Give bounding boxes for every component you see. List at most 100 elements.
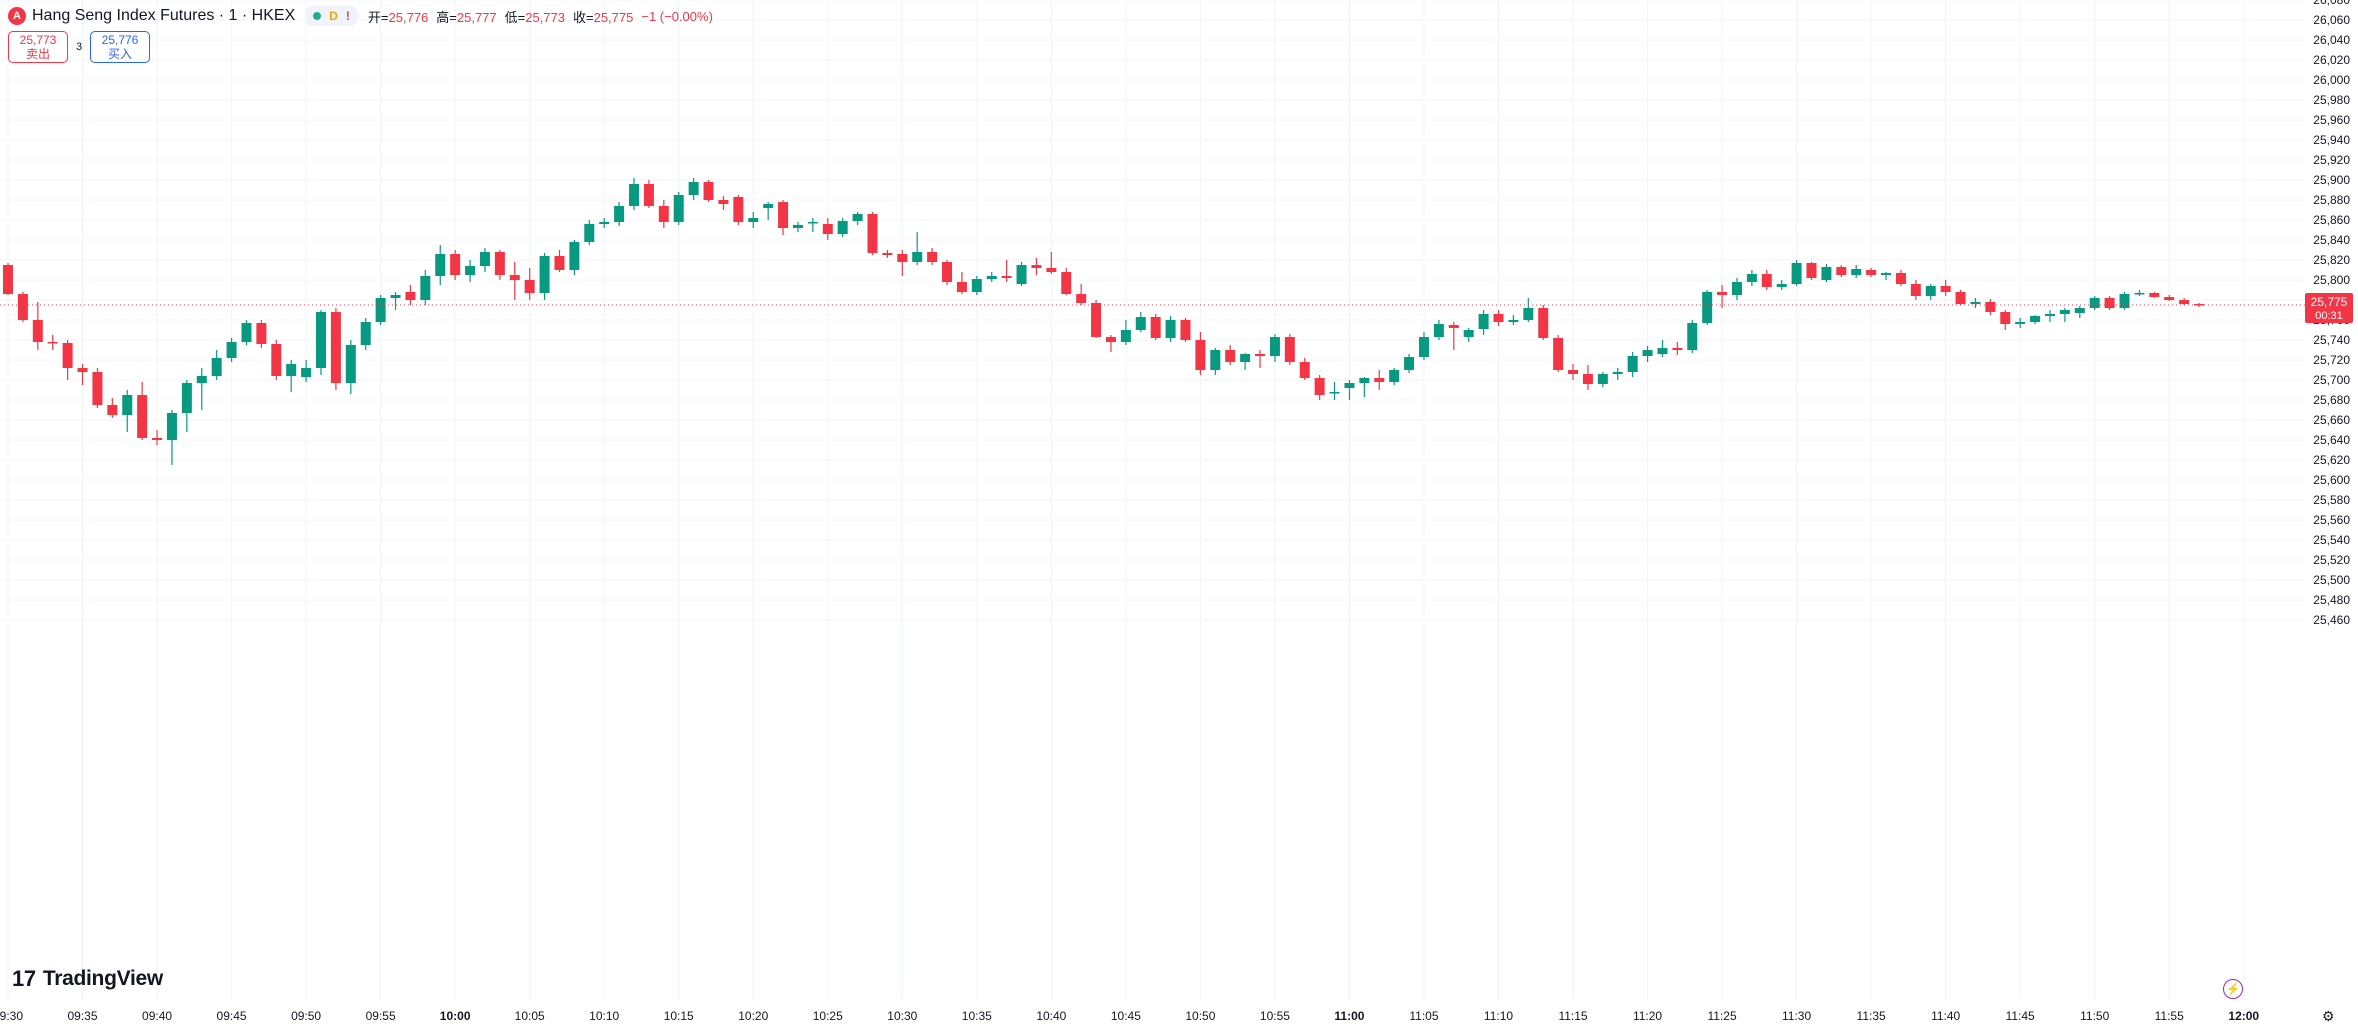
price-tick-label: 26,020 (2313, 53, 2350, 67)
time-tick-label: 09:40 (142, 1009, 172, 1023)
candle (1925, 284, 1936, 300)
candle-body (1821, 267, 1832, 280)
candle-body (494, 252, 505, 275)
time-tick-label: 11:15 (1558, 1009, 1587, 1023)
candle-body (1672, 348, 1683, 350)
candle-body (1836, 267, 1847, 275)
candle-body (1851, 269, 1862, 275)
candle-body (1866, 270, 1877, 275)
candle-body (1657, 348, 1668, 354)
candle (17, 292, 28, 322)
candle-body (792, 225, 803, 228)
sell-button[interactable]: 25,773 卖出 (8, 31, 68, 63)
candle (1687, 320, 1698, 353)
symbol-title[interactable]: Hang Seng Index Futures · 1 · HKEX (32, 7, 296, 24)
last-price-tag (2305, 293, 2353, 323)
candle (465, 260, 476, 282)
time-tick-label: 11:10 (1484, 1009, 1513, 1023)
candle (733, 195, 744, 225)
price-tick-label: 25,580 (2313, 493, 2350, 507)
candle (942, 260, 953, 285)
candle (479, 248, 490, 272)
candle (1061, 268, 1072, 295)
candle (584, 220, 595, 245)
candle-body (2044, 314, 2055, 316)
candle-body (390, 295, 401, 298)
price-tick-label: 25,980 (2313, 93, 2350, 107)
candle-body (271, 344, 282, 376)
candle-body (137, 395, 148, 438)
price-tick-label: 25,460 (2313, 613, 2350, 627)
tradingview-logo[interactable]: 17 TradingView (12, 966, 163, 992)
buy-button[interactable]: 25,776 买入 (90, 31, 150, 63)
candle (420, 270, 431, 305)
market-status-pill[interactable]: D ! (305, 6, 358, 26)
candle (2059, 308, 2070, 322)
candle (1374, 370, 1385, 390)
candle (2074, 306, 2085, 318)
logo-text: TradingView (42, 967, 163, 990)
candle (107, 398, 118, 418)
candle (1791, 260, 1802, 286)
candle-body (1210, 350, 1221, 370)
candle (1657, 340, 1668, 357)
price-tick-label: 25,840 (2313, 233, 2350, 247)
price-tick-label: 25,860 (2313, 213, 2350, 227)
candle (1776, 280, 1787, 290)
candle (1866, 268, 1877, 277)
candle-body (956, 282, 967, 292)
time-axis[interactable]: 09:30 09:35 09:40 09:45 09:50 09:55 10:00 10:05… (0, 1009, 2259, 1023)
candle (1702, 290, 1713, 325)
candle-body (196, 376, 207, 383)
candle (286, 360, 297, 392)
candle (494, 250, 505, 280)
candle (569, 240, 580, 275)
time-tick-label: 11:55 (2155, 1009, 2184, 1023)
lightning-icon[interactable]: ⚡ (2223, 979, 2243, 999)
price-tick-label: 26,040 (2313, 33, 2350, 47)
candle-body (539, 256, 550, 293)
candle-body (1493, 314, 1504, 322)
buy-label: 买入 (107, 47, 132, 61)
candle (1478, 310, 1489, 335)
price-tick-label: 25,560 (2313, 513, 2350, 527)
time-tick-label: 11:45 (2006, 1009, 2035, 1023)
time-tick-label: 10:15 (664, 1009, 694, 1023)
candle-body (1717, 292, 1728, 295)
candle (1120, 320, 1131, 345)
candle (1225, 345, 1236, 365)
candle (256, 320, 267, 348)
candle (822, 218, 833, 240)
gear-icon[interactable]: ⚙ (2322, 1008, 2335, 1024)
candle (2194, 303, 2205, 307)
candle-body (420, 276, 431, 300)
candle (2104, 296, 2115, 310)
candle (1553, 335, 1564, 372)
candle-body (1955, 292, 1966, 304)
candle (241, 320, 252, 345)
candle (1329, 382, 1340, 400)
candle-body (852, 214, 863, 221)
candle (1731, 278, 1742, 300)
candle (2179, 298, 2190, 305)
candle (554, 250, 565, 272)
sell-label: 卖出 (25, 47, 50, 61)
candle-body (2030, 316, 2041, 322)
candle-body (1582, 374, 1593, 384)
ohlc-low: 低=25,773 (504, 9, 565, 25)
price-axis[interactable]: 25,460 25,480 25,500 25,520 25,540 25,560 25,5… (2305, 0, 2353, 627)
candle-body (1925, 286, 1936, 296)
candle-body (2104, 298, 2115, 308)
price-change: −1 (−0.00%) (641, 8, 713, 24)
candle-body (986, 276, 997, 279)
candle (1433, 320, 1444, 340)
candle-body (1776, 284, 1787, 287)
candle-body (360, 322, 371, 345)
candle (1582, 365, 1593, 390)
candle (792, 222, 803, 232)
candle-body (1240, 354, 1251, 362)
candle (1284, 334, 1295, 365)
candle (1746, 270, 1757, 286)
alert-icon: ! (345, 9, 350, 23)
